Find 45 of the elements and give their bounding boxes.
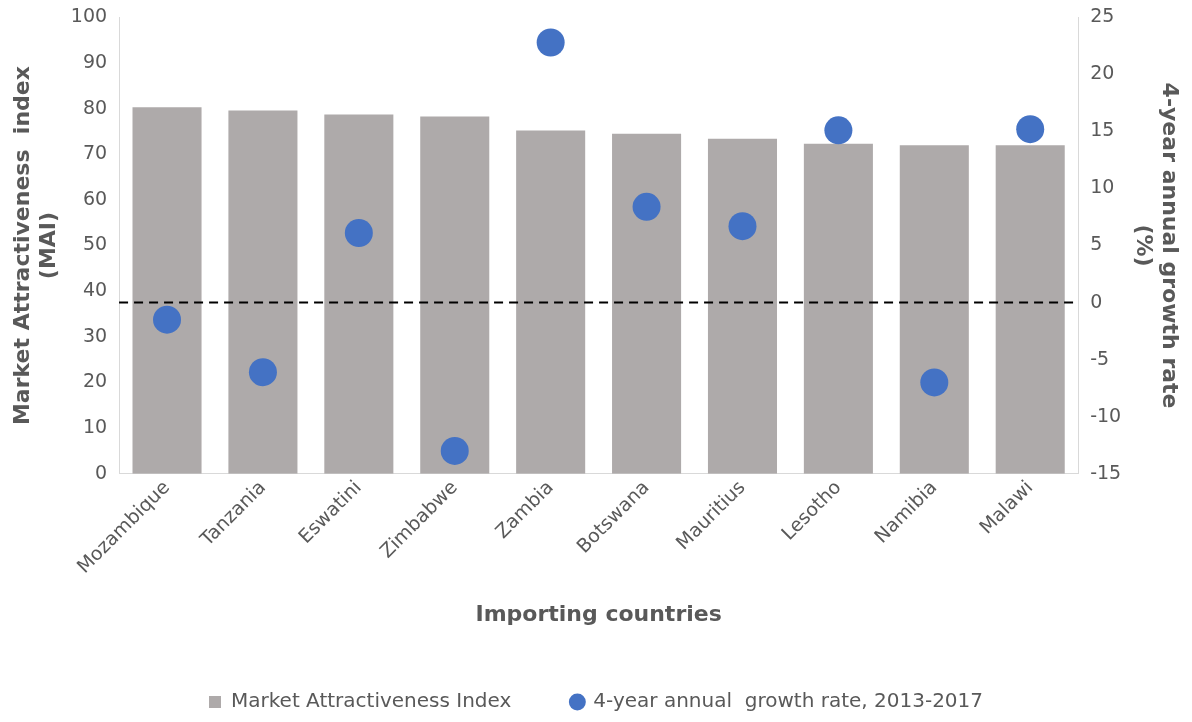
y2-axis-title: 4-year annual growth rate (%)	[1131, 82, 1184, 409]
point	[153, 305, 182, 334]
bar	[803, 143, 873, 474]
bar	[516, 130, 586, 474]
y-tick-label: 0	[94, 460, 108, 483]
y2-tick-label: -5	[1090, 346, 1110, 369]
y2-tick-label: 20	[1090, 61, 1115, 84]
y-tick-label: 10	[82, 415, 108, 438]
point	[824, 116, 853, 145]
y2-tick-label: 5	[1090, 232, 1103, 255]
y-tick-label: 80	[82, 95, 108, 118]
point	[248, 358, 277, 387]
point	[920, 368, 949, 397]
bar	[707, 138, 778, 474]
point	[728, 212, 757, 241]
point	[344, 219, 373, 248]
point	[440, 436, 469, 465]
y2-tick-label: 15	[1090, 118, 1115, 141]
y2-tick-label: -10	[1090, 403, 1122, 426]
y2-tick-label: 0	[1090, 289, 1103, 312]
y-tick-label: 40	[82, 278, 108, 301]
legend-label: 4-year annual growth rate, 2013-2017	[593, 688, 984, 713]
bar	[899, 145, 969, 474]
y-tick-label: 50	[82, 232, 108, 255]
legend-label: Market Attractiveness Index	[230, 688, 512, 713]
y2-tick-label: 10	[1090, 175, 1115, 198]
point	[632, 192, 661, 221]
point	[536, 28, 565, 57]
point	[1016, 115, 1045, 144]
bar	[132, 107, 202, 474]
y2-tick-label: -15	[1090, 460, 1122, 483]
bar	[995, 145, 1065, 474]
y-axis-title: Market Attractiveness index (MAI)	[8, 66, 61, 426]
x-axis-title: Importing countries	[475, 600, 722, 626]
y2-tick-label: 25	[1090, 4, 1115, 27]
bar	[612, 133, 682, 474]
bar	[324, 114, 394, 474]
y-tick-label: 90	[82, 49, 108, 72]
y-tick-label: 20	[82, 369, 108, 392]
y-tick-label: 100	[70, 4, 108, 27]
bar	[420, 116, 490, 474]
y-tick-label: 70	[82, 141, 108, 164]
y-tick-label: 60	[82, 186, 108, 209]
y-tick-label: 30	[82, 323, 108, 346]
bar	[228, 110, 298, 474]
